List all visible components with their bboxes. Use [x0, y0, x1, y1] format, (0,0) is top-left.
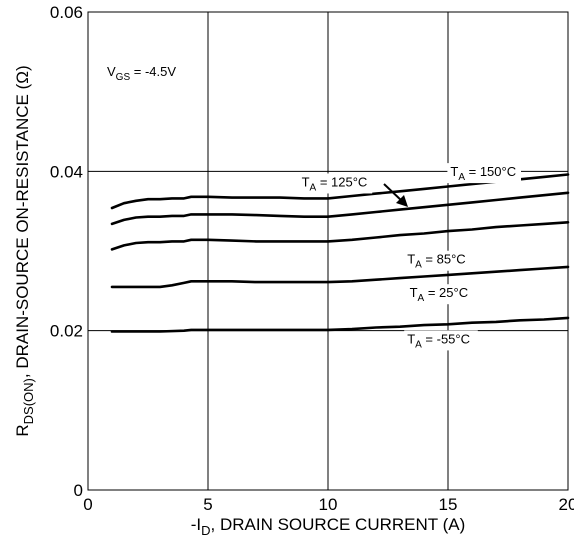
- grid: [88, 12, 568, 490]
- x-axis-title: -ID, DRAIN SOURCE CURRENT (A): [191, 515, 465, 538]
- annotation-bg-2: [404, 250, 471, 271]
- plot-frame: [87, 11, 569, 491]
- annotation-layer: TA = 150°CTA = 125°CTA = 85°CTA = 25°CTA…: [298, 163, 521, 351]
- annotation-suffix-4: = -55°C: [422, 331, 470, 346]
- y-axis-title-subscript: DS(ON): [21, 378, 36, 424]
- x-axis-title-subscript: D: [201, 523, 210, 538]
- annotation-bg-0: [447, 163, 521, 184]
- series-line-0: [110, 173, 570, 210]
- y-tick-label-0: 0: [74, 481, 83, 500]
- y-axis-title-suffix: , DRAIN-SOURCE ON-RESISTANCE (Ω): [13, 65, 32, 378]
- annotation-label-4: TA = -55°C: [407, 331, 470, 350]
- annotation-subscript-1: A: [310, 182, 317, 193]
- x-axis-title-prefix: -I: [191, 515, 201, 534]
- y-tick-label-3: 0.06: [50, 3, 83, 22]
- series-line-1: [110, 191, 570, 226]
- x-tick-label-3: 15: [439, 495, 458, 514]
- x-tick-label-2: 10: [319, 495, 338, 514]
- annotation-label-3: TA = 25°C: [410, 285, 469, 304]
- y-axis-title-prefix: R: [13, 424, 32, 436]
- y-axis-title: RDS(ON), DRAIN-SOURCE ON-RESISTANCE (Ω): [13, 65, 36, 436]
- tick-layer: 0 5 10 15 20 0 0.02 0.04 0.06: [50, 3, 574, 514]
- annotation-prefix-1: T: [302, 174, 310, 189]
- condition-prefix: V: [107, 64, 116, 79]
- x-tick-label-1: 5: [203, 495, 212, 514]
- annotation-label-1: TA = 125°C: [302, 174, 368, 193]
- annotation-prefix-4: T: [407, 331, 415, 346]
- annotation-subscript-0: A: [458, 172, 465, 183]
- callout-arrow: [383, 183, 404, 203]
- annotation-suffix-3: = 25°C: [424, 285, 468, 300]
- annotation-prefix-2: T: [407, 252, 415, 267]
- y-tick-label-1: 0.02: [50, 322, 83, 341]
- annotation-suffix-0: = 150°C: [465, 164, 516, 179]
- annotation-bg-1: [298, 173, 373, 194]
- series-line-3: [110, 265, 570, 289]
- callout-arrowhead: [396, 195, 408, 207]
- annotation-label-2: TA = 85°C: [407, 252, 466, 271]
- annotation-subscript-3: A: [418, 293, 425, 304]
- x-axis-title-suffix: , DRAIN SOURCE CURRENT (A): [211, 515, 466, 534]
- annotation-bg-3: [406, 284, 473, 305]
- y-tick-label-2: 0.04: [50, 162, 83, 181]
- annotation-prefix-0: T: [450, 164, 458, 179]
- annotation-label-0: TA = 150°C: [450, 164, 516, 183]
- condition-suffix: = -4.5V: [130, 64, 176, 79]
- x-tick-label-0: 0: [83, 495, 92, 514]
- series-line-4: [110, 316, 570, 333]
- series-line-2: [110, 221, 570, 251]
- annotation-suffix-1: = 125°C: [316, 174, 367, 189]
- series-layer: [110, 173, 570, 333]
- condition-label: VGS = -4.5V: [107, 64, 176, 83]
- condition-subscript: GS: [116, 72, 131, 83]
- annotation-subscript-2: A: [415, 260, 422, 271]
- x-tick-label-4: 20: [559, 495, 574, 514]
- annotation-subscript-4: A: [415, 339, 422, 350]
- annotation-bg-4: [404, 330, 478, 351]
- annotation-prefix-3: T: [410, 285, 418, 300]
- annotation-suffix-2: = 85°C: [422, 252, 466, 267]
